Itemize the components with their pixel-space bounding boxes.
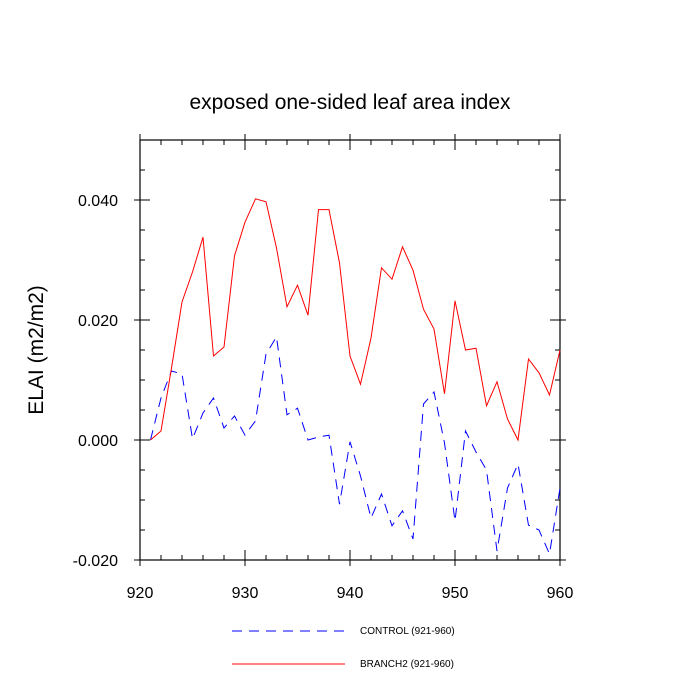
x-tick-label: 950 (442, 585, 469, 602)
legend-label-control: CONTROL (921-960) (360, 626, 455, 637)
series-line-control (150, 335, 561, 556)
x-tick-label: 960 (547, 585, 574, 602)
y-tick-label: 0.020 (78, 313, 118, 330)
legend: CONTROL (921-960) BRANCH2 (921-960) (232, 626, 455, 670)
y-tick-label: -0.020 (73, 553, 118, 570)
legend-label-branch2: BRANCH2 (921-960) (360, 659, 454, 670)
series-line-branch2 (150, 198, 561, 442)
plot-frame (139, 139, 561, 561)
x-tick-label: 930 (232, 585, 259, 602)
chart-title: exposed one-sided leaf area index (189, 91, 511, 114)
x-tick-label: 920 (127, 585, 154, 602)
series-layer (150, 198, 561, 556)
x-tick-label: 940 (337, 585, 364, 602)
y-tick-label: 0.040 (78, 193, 118, 210)
axis-tick-labels: 920 930 940 950 960 -0.020 0.000 0.020 0.040 (73, 193, 574, 602)
axis-ticks (134, 134, 566, 566)
y-axis-label: ELAI (m2/m2) (25, 285, 48, 415)
y-tick-label: 0.000 (78, 433, 118, 450)
